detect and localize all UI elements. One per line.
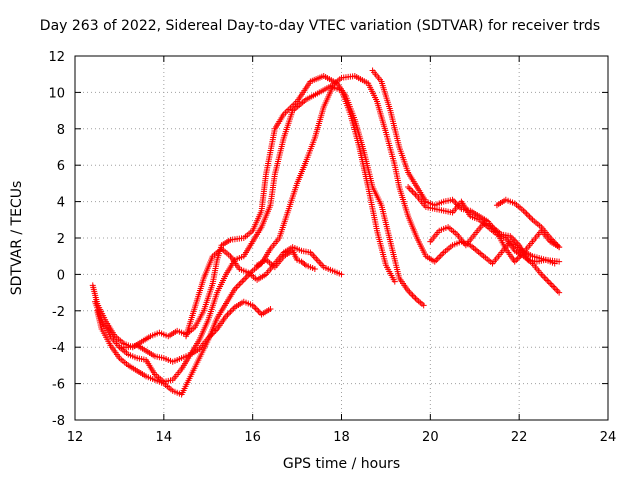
x-tick-label: 24 [600,430,617,445]
data-point [553,286,560,293]
x-tick-label: 20 [422,430,439,445]
y-axis-label: SDTVAR / TECUs [9,180,25,296]
x-tick-label: 18 [333,430,350,445]
data-point [556,244,563,251]
data-point [254,306,261,313]
data-series [89,67,563,398]
data-point [224,311,231,318]
data-point [408,187,415,194]
x-tick-label: 14 [156,430,173,445]
data-point [420,302,427,309]
data-point [541,274,548,281]
data-point [405,184,412,191]
y-tick-label: 8 [57,123,65,138]
data-point [437,252,444,259]
data-point [406,289,413,296]
data-point [411,190,418,197]
data-point [243,273,250,280]
data-point [542,275,549,282]
series-track-3 [94,83,398,398]
y-tick-label: 0 [57,268,65,283]
data-point [554,288,561,295]
data-point [551,260,558,267]
data-point [237,279,244,286]
data-point [523,210,530,217]
data-point [301,261,308,268]
data-point [528,215,535,222]
y-tick-label: -4 [52,341,65,356]
x-tick-label: 22 [511,430,528,445]
y-tick-label: -2 [52,305,65,320]
data-point [311,265,318,272]
data-point [234,282,241,289]
x-tick-label: 12 [67,430,84,445]
data-point [406,185,413,192]
series-track-6 [254,247,318,272]
data-point [451,198,458,205]
data-point [539,272,546,279]
series-track-1 [89,73,427,351]
data-point [408,290,415,297]
data-point [556,258,563,265]
data-point [411,293,418,300]
data-point [526,213,533,220]
y-tick-label: 2 [57,232,65,247]
data-point [239,278,246,285]
data-point [412,295,419,302]
data-point [547,280,554,287]
y-tick-label: 4 [57,196,65,211]
data-point [556,289,563,296]
data-point [252,305,259,312]
data-point [409,292,416,299]
y-tick-label: 6 [57,159,65,174]
y-tick-label: -6 [52,378,65,393]
data-point [242,275,249,282]
series-track-10 [493,196,563,251]
series-track-9 [427,220,558,267]
data-point [544,277,551,284]
data-point [338,271,345,278]
y-tick-label: 12 [48,50,65,65]
series-track-8 [405,184,563,296]
data-point [391,278,398,285]
grid [75,56,608,420]
plot-frame [74,55,609,421]
y-tick-label: -8 [52,414,65,429]
data-point [267,305,274,312]
data-point [436,254,443,261]
data-point [236,281,243,288]
data-point [545,278,552,285]
data-point [551,285,558,292]
data-point [240,276,247,283]
series-track-4 [116,298,274,365]
x-axis-label: GPS time / hours [282,456,401,472]
data-point [227,308,234,315]
data-point [525,212,532,219]
y-tick-label: 10 [48,86,65,101]
data-point [439,251,446,258]
x-tick-label: 16 [244,430,261,445]
data-point [228,307,235,314]
chart-title: Day 263 of 2022, Sidereal Day-to-day VTE… [39,18,601,34]
data-point [548,282,555,289]
data-point [550,283,557,290]
data-point [522,209,529,216]
data-point [409,188,416,195]
series-track-7 [369,67,563,265]
data-point [433,257,440,264]
series-track-5 [183,244,345,340]
